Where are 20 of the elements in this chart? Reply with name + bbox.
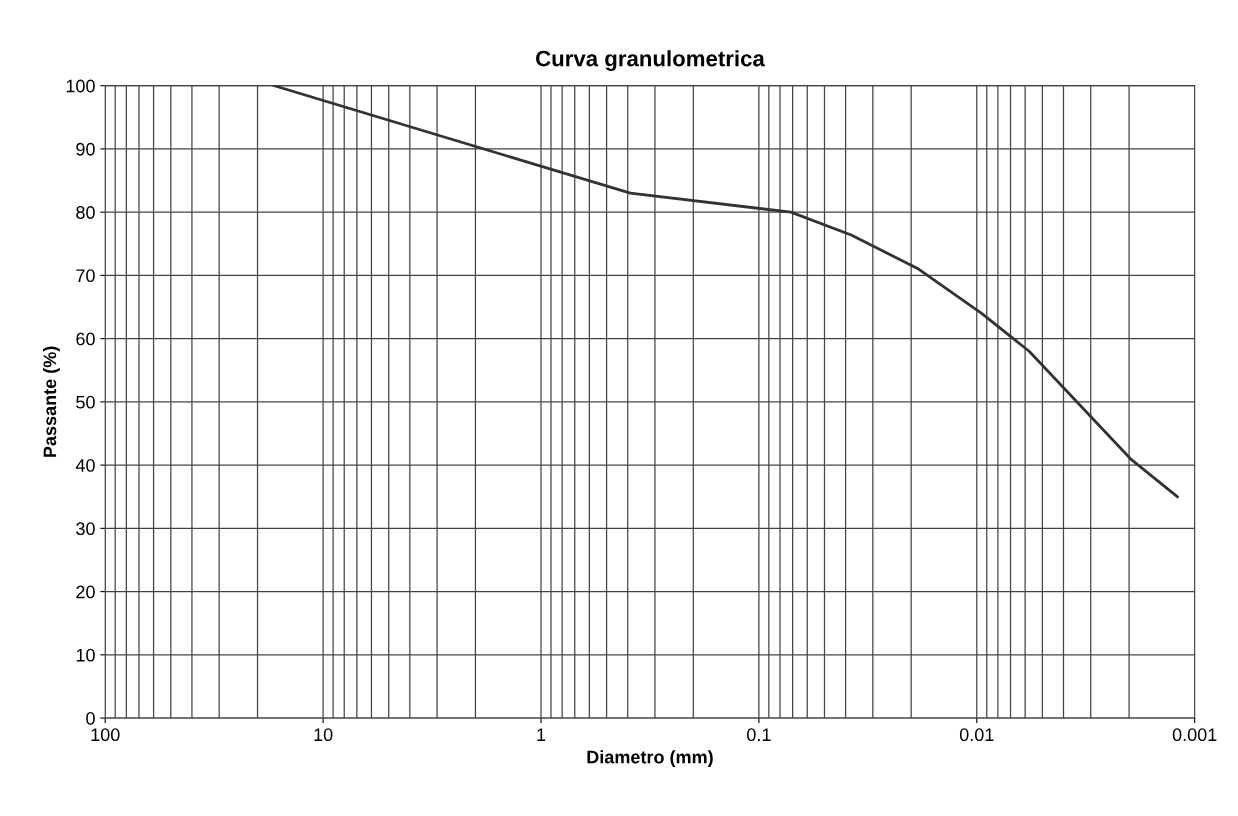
x-tick-label: 100 — [91, 728, 120, 742]
x-axis-title: Diametro (mm) — [587, 750, 713, 768]
y-tick-label: 90 — [76, 142, 95, 156]
x-tick-label: 0.01 — [959, 728, 994, 742]
y-tick-label: 100 — [66, 79, 95, 93]
chart-title: Curva granulometrica — [536, 50, 765, 71]
x-tick-label: 10 — [314, 728, 333, 742]
y-axis-title: Passante (%) — [43, 346, 60, 457]
x-tick-label: 0.1 — [747, 728, 771, 742]
y-tick-label: 30 — [76, 522, 95, 536]
y-tick-label: 60 — [76, 332, 95, 346]
y-tick-label: 40 — [75, 459, 95, 472]
x-tick-label: 1 — [537, 728, 546, 741]
x-tick-label: 0.001 — [1172, 728, 1217, 742]
y-tick-label: 70 — [76, 269, 95, 283]
y-tick-label: 0 — [86, 712, 95, 725]
y-tick-label: 80 — [76, 206, 95, 219]
y-tick-label: 50 — [76, 395, 95, 409]
y-tick-label: 20 — [76, 585, 95, 599]
y-tick-label: 10 — [76, 648, 95, 662]
